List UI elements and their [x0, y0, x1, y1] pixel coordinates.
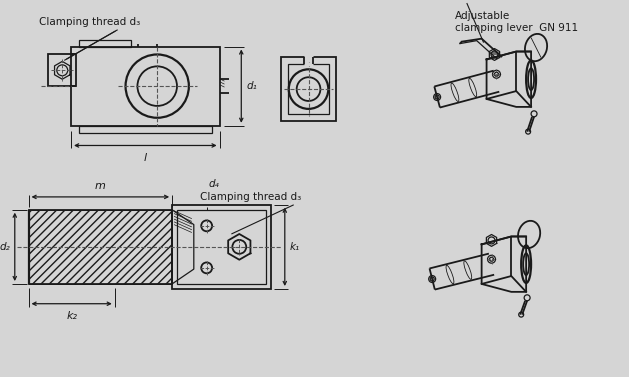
Text: Clamping thread d₃: Clamping thread d₃: [38, 17, 140, 27]
Bar: [172, 205, 271, 289]
Bar: [79, 126, 211, 133]
Text: Adjustable: Adjustable: [455, 11, 510, 21]
Text: d₄: d₄: [209, 179, 220, 189]
Bar: [288, 64, 329, 114]
Text: d₂: d₂: [0, 242, 10, 252]
Text: k₁: k₁: [290, 242, 300, 252]
Text: d₁: d₁: [246, 81, 257, 91]
Text: m: m: [95, 181, 106, 191]
Bar: [79, 40, 131, 47]
Text: l: l: [144, 153, 147, 163]
Bar: [71, 47, 220, 126]
Bar: [281, 57, 336, 121]
Bar: [48, 55, 76, 86]
Bar: [29, 210, 172, 284]
Bar: [29, 210, 172, 284]
Text: Clamping thread d₃: Clamping thread d₃: [200, 192, 301, 202]
Text: clamping lever  GN 911: clamping lever GN 911: [455, 23, 578, 33]
Text: k₂: k₂: [66, 311, 77, 321]
Bar: [177, 210, 266, 284]
